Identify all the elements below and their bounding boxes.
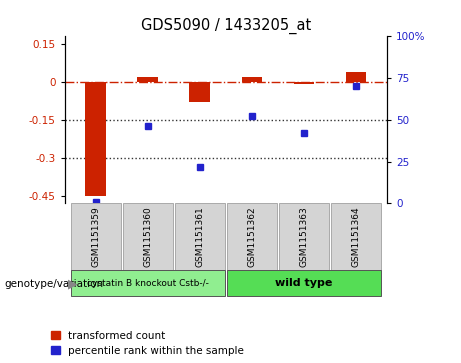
Bar [227, 270, 381, 296]
Text: wild type: wild type [275, 278, 333, 288]
Bar [242, 77, 262, 82]
Bar [294, 82, 314, 84]
Text: cystatin B knockout Cstb-/-: cystatin B knockout Cstb-/- [87, 279, 209, 287]
Text: GSM1151359: GSM1151359 [91, 207, 100, 267]
Text: GSM1151360: GSM1151360 [143, 207, 152, 267]
Bar [227, 203, 277, 270]
Text: GSM1151361: GSM1151361 [195, 207, 204, 267]
Bar [346, 72, 366, 82]
Text: GSM1151362: GSM1151362 [248, 207, 256, 267]
Bar [279, 203, 329, 270]
Bar [331, 203, 381, 270]
Bar [137, 77, 158, 82]
Bar [175, 203, 225, 270]
Bar [71, 270, 225, 296]
Bar [189, 82, 210, 102]
Bar [71, 203, 121, 270]
Text: genotype/variation: genotype/variation [5, 279, 104, 289]
Legend: transformed count, percentile rank within the sample: transformed count, percentile rank withi… [51, 331, 244, 356]
Text: ▶: ▶ [68, 277, 78, 290]
Text: GSM1151363: GSM1151363 [300, 207, 308, 267]
Bar [85, 82, 106, 196]
Bar [123, 203, 173, 270]
Text: GSM1151364: GSM1151364 [351, 207, 361, 267]
Title: GDS5090 / 1433205_at: GDS5090 / 1433205_at [141, 17, 311, 33]
